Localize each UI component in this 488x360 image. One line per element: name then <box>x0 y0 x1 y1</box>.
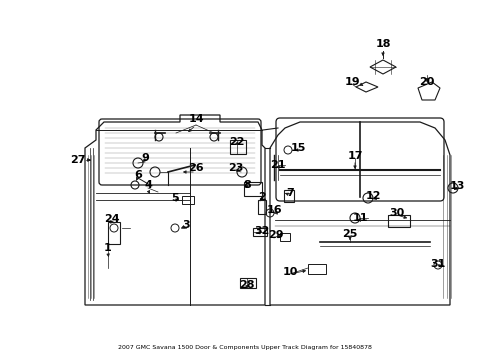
Text: 1: 1 <box>104 243 112 253</box>
Bar <box>307 264 325 274</box>
Text: 32: 32 <box>254 226 269 236</box>
Text: 6: 6 <box>134 170 142 180</box>
Bar <box>284 190 293 202</box>
Text: 16: 16 <box>266 205 282 215</box>
Bar <box>280 233 289 241</box>
Bar <box>182 196 194 204</box>
Text: 7: 7 <box>285 188 293 198</box>
Text: 11: 11 <box>351 213 367 223</box>
Text: 28: 28 <box>239 280 254 290</box>
Text: 2: 2 <box>258 192 265 202</box>
Text: 2007 GMC Savana 1500 Door & Components Upper Track Diagram for 15840878: 2007 GMC Savana 1500 Door & Components U… <box>117 346 371 351</box>
Text: 29: 29 <box>267 230 283 240</box>
Text: 31: 31 <box>429 259 445 269</box>
Text: 19: 19 <box>344 77 359 87</box>
Text: 30: 30 <box>388 208 404 218</box>
Bar <box>387 215 409 227</box>
Text: 27: 27 <box>70 155 85 165</box>
Text: 23: 23 <box>228 163 243 173</box>
Text: 9: 9 <box>141 153 149 163</box>
Text: 21: 21 <box>270 160 285 170</box>
Bar <box>108 222 120 244</box>
Text: 12: 12 <box>365 191 380 201</box>
Bar <box>252 228 266 236</box>
Bar <box>240 278 256 288</box>
Text: 17: 17 <box>346 151 362 161</box>
Bar <box>258 200 265 214</box>
Text: 26: 26 <box>188 163 203 173</box>
Text: 22: 22 <box>229 137 244 147</box>
Text: 25: 25 <box>342 229 357 239</box>
Text: 8: 8 <box>243 180 250 190</box>
Text: 3: 3 <box>182 220 189 230</box>
Text: 24: 24 <box>104 214 120 224</box>
Text: 4: 4 <box>144 180 152 190</box>
Text: 13: 13 <box>448 181 464 191</box>
Bar <box>229 140 245 154</box>
Bar <box>244 182 262 196</box>
Text: 10: 10 <box>282 267 297 277</box>
Text: 14: 14 <box>188 114 203 124</box>
Text: 18: 18 <box>374 39 390 49</box>
Text: 15: 15 <box>290 143 305 153</box>
Text: 5: 5 <box>171 193 179 203</box>
Text: 20: 20 <box>418 77 434 87</box>
